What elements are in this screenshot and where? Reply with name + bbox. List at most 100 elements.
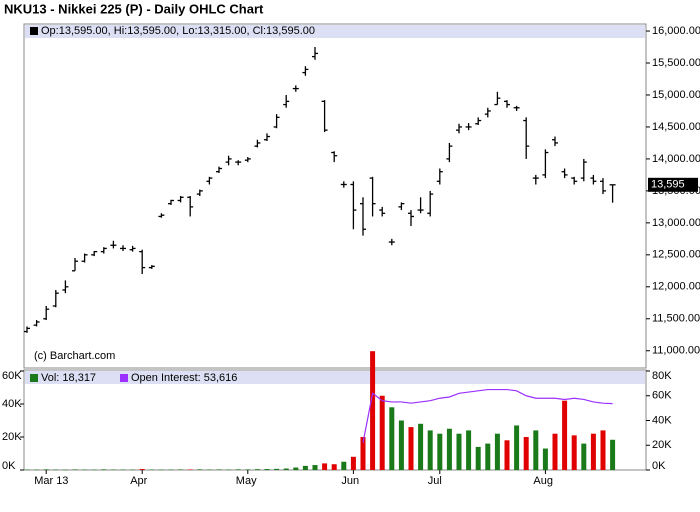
volume-bar xyxy=(187,469,193,471)
volume-bar xyxy=(504,440,510,470)
y-tick-label: 16,000.00 xyxy=(652,25,700,37)
volume-bar xyxy=(43,469,49,470)
volume-tick-label: 60K xyxy=(2,370,22,382)
volume-bar xyxy=(302,465,308,470)
volume-bar xyxy=(245,469,251,470)
volume-bar xyxy=(350,456,356,470)
last-price-label: 13,595 xyxy=(651,179,685,191)
volume-bar xyxy=(398,420,404,470)
credit: (c) Barchart.com xyxy=(34,350,115,362)
x-tick-label: Aug xyxy=(533,475,553,487)
oi-tick-label: 80K xyxy=(652,370,672,382)
volume-bar xyxy=(197,469,203,470)
header-strip xyxy=(25,25,645,38)
volume-bar xyxy=(24,469,30,471)
volume-bar xyxy=(206,469,212,471)
x-tick-label: Apr xyxy=(130,475,147,487)
volume-bar xyxy=(437,433,443,470)
volume-bar xyxy=(216,469,222,470)
x-tick-label: Jul xyxy=(428,475,442,487)
vol-swatch xyxy=(30,374,38,382)
oi-tick-label: 60K xyxy=(652,390,672,402)
chart-title: NKU13 - Nikkei 225 (P) - Daily OHLC Char… xyxy=(4,1,264,16)
y-tick-label: 13,000.00 xyxy=(652,217,700,229)
y-tick-label: 15,000.00 xyxy=(652,89,700,101)
volume-bar xyxy=(331,464,337,470)
volume-bar xyxy=(542,448,548,470)
volume-bar xyxy=(379,395,385,470)
volume-bar xyxy=(581,443,587,470)
volume-bar xyxy=(34,469,40,471)
volume-bar xyxy=(418,423,424,470)
ohlc-header: Op:13,595.00, Hi:13,595.00, Lo:13,315.00… xyxy=(41,25,315,37)
y-tick-label: 11,500.00 xyxy=(652,313,700,325)
volume-bar xyxy=(72,469,78,470)
volume-bar xyxy=(254,469,260,470)
y-tick-label: 15,500.00 xyxy=(652,57,700,69)
volume-bar xyxy=(110,469,116,471)
volume-tick-label: 40K xyxy=(2,398,22,410)
oi-swatch xyxy=(120,374,128,382)
header-swatch xyxy=(30,27,38,35)
legend-oi: Open Interest: 53,616 xyxy=(131,372,237,384)
volume-bar xyxy=(101,469,107,470)
volume-bar xyxy=(91,469,97,471)
oi-tick-label: 20K xyxy=(652,439,672,451)
volume-bar xyxy=(62,469,68,471)
volume-bar xyxy=(283,468,289,470)
volume-bar xyxy=(322,463,328,470)
volume-bar xyxy=(82,469,88,471)
volume-bar xyxy=(571,435,577,470)
y-tick-label: 14,000.00 xyxy=(652,153,700,165)
volume-bar xyxy=(139,469,145,470)
x-tick-label: Jun xyxy=(341,475,359,487)
price-pane xyxy=(23,23,647,369)
x-tick-label: Mar 13 xyxy=(34,475,68,487)
legend-volume: Vol: 18,317 xyxy=(41,372,96,384)
volume-bar xyxy=(446,428,452,470)
volume-bar xyxy=(523,437,529,470)
last-price-box xyxy=(648,177,698,192)
volume-bar xyxy=(590,433,596,470)
volume-bar xyxy=(226,469,232,471)
volume-bar xyxy=(514,425,520,470)
legend-strip xyxy=(25,371,645,384)
volume-bar xyxy=(341,461,347,470)
oi-tick-label: 40K xyxy=(652,414,672,426)
volume-bar xyxy=(312,465,318,470)
volume-bar xyxy=(168,469,174,471)
volume-bar xyxy=(149,469,155,471)
volume-bar xyxy=(360,437,366,470)
volume-bar xyxy=(130,469,136,471)
volume-bar xyxy=(466,430,472,470)
volume-bar xyxy=(610,439,616,470)
oi-tick-label: 0K xyxy=(652,460,666,472)
volume-bar xyxy=(158,469,164,471)
y-tick-label: 14,500.00 xyxy=(652,121,700,133)
volume-bar xyxy=(562,400,568,470)
volume-bar xyxy=(389,407,395,470)
volume-bar xyxy=(264,469,270,470)
volume-bar xyxy=(235,469,241,470)
y-tick-label: 12,500.00 xyxy=(652,249,700,261)
volume-bar xyxy=(274,468,280,470)
volume-bar xyxy=(53,469,59,471)
volume-tick-label: 20K xyxy=(2,431,22,443)
y-tick-label: 12,000.00 xyxy=(652,281,700,293)
volume-bar xyxy=(533,430,539,470)
volume-bar xyxy=(475,446,481,470)
y-tick-label: 11,000.00 xyxy=(652,345,700,357)
volume-bar xyxy=(370,351,376,470)
x-tick-label: May xyxy=(236,475,257,487)
volume-bar xyxy=(494,433,500,470)
volume-bar xyxy=(485,443,491,470)
volume-bar xyxy=(552,433,558,470)
volume-bar xyxy=(600,430,606,470)
volume-bar xyxy=(427,430,433,470)
volume-bar xyxy=(456,433,462,470)
volume-bar xyxy=(120,469,126,471)
volume-tick-label: 0K xyxy=(2,460,16,472)
volume-bar xyxy=(408,427,414,470)
volume-bar xyxy=(293,467,299,470)
